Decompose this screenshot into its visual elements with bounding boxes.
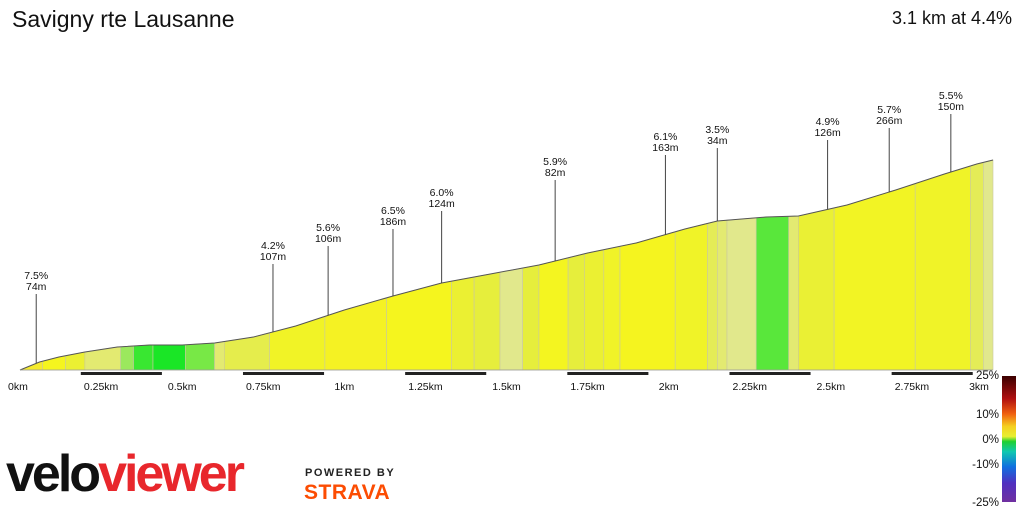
profile-segment	[755, 215, 790, 371]
distance-scale-bar	[729, 372, 811, 375]
annotation-length-label: 34m	[707, 135, 728, 147]
strava-logo: STRAVA	[304, 481, 391, 504]
profile-segment	[567, 253, 585, 371]
logo-viewer-text: viewer	[98, 445, 245, 503]
gradient-scale-bar	[1002, 376, 1016, 502]
x-tick-label: 1.5km	[492, 381, 521, 393]
profile-segment	[788, 215, 799, 371]
distance-axis: 0km 0.25km 0.5km 0.75km 1km 1.25km 1.5km 1.75km…	[8, 372, 989, 393]
x-tick-label: 1.25km	[408, 381, 443, 393]
annotation-gradient-label: 6.0%	[430, 187, 454, 199]
annotation-length-label: 124m	[429, 198, 456, 210]
profile-segment	[84, 346, 121, 371]
profile-segment	[716, 219, 728, 371]
profile-segment	[583, 249, 605, 371]
annotation-length-label: 106m	[315, 233, 342, 245]
profile-segment	[499, 267, 524, 371]
annotation-length-label: 126m	[814, 127, 841, 139]
x-tick-label: 0km	[8, 381, 28, 393]
profile-segment	[185, 342, 215, 371]
x-tick-label: 0.25km	[84, 381, 119, 393]
profile-segment	[674, 223, 708, 371]
profile-segment	[324, 297, 387, 371]
profile-segment	[982, 159, 994, 371]
annotation-gradient-label: 5.9%	[543, 156, 567, 168]
profile-outline-line	[19, 159, 994, 371]
gradient-scale-label: -10%	[972, 459, 999, 471]
annotation-gradient-label: 4.9%	[816, 116, 840, 128]
gradient-annotations: 7.5%74m 4.2%107m 5.6%106m 6.5%186m 6.0%124m 5…	[24, 90, 965, 364]
annotation-length-label: 186m	[380, 216, 407, 228]
distance-scale-bar	[891, 372, 973, 375]
gradient-scale-label: 10%	[976, 409, 999, 421]
x-tick-label: 2km	[659, 381, 679, 393]
profile-segment	[473, 271, 501, 371]
profile-segment	[603, 245, 621, 371]
profile-segment	[133, 344, 154, 371]
veloviewer-logo: veloviewer	[6, 445, 245, 503]
profile-segment	[386, 280, 452, 371]
x-tick-label: 3km	[969, 381, 989, 393]
profile-outline	[19, 159, 994, 371]
annotation-gradient-label: 6.5%	[381, 205, 405, 217]
profile-segment	[269, 315, 326, 371]
profile-segment	[833, 183, 916, 371]
annotation-gradient-label: 6.1%	[653, 131, 677, 143]
gradient-scale-label: 0%	[982, 434, 999, 446]
profile-segment	[214, 341, 225, 371]
annotation-gradient-label: 4.2%	[261, 240, 285, 252]
annotation-gradient-label: 5.7%	[877, 104, 901, 116]
annotation-length-label: 266m	[876, 115, 903, 127]
logo-velo-text: velo	[6, 445, 101, 503]
annotation-length-label: 107m	[260, 251, 287, 263]
powered-by-label: POWERED BY	[305, 467, 396, 479]
annotation-length-label: 82m	[545, 167, 566, 179]
x-tick-label: 2.5km	[817, 381, 846, 393]
gradient-scale-label: -25%	[972, 497, 999, 509]
gradient-colour-scale: 25% 10% 0% -10% -25%	[972, 370, 1016, 509]
x-tick-label: 0.5km	[168, 381, 197, 393]
gradient-scale-label: 25%	[976, 370, 999, 382]
annotation-gradient-label: 3.5%	[705, 124, 729, 136]
profile-segment	[451, 276, 475, 371]
distance-scale-bar	[567, 372, 649, 375]
profile-segment	[152, 344, 186, 371]
gradient-segments	[19, 159, 994, 371]
x-tick-label: 2.75km	[895, 381, 930, 393]
annotation-gradient-label: 5.6%	[316, 222, 340, 234]
annotation-length-label: 150m	[938, 101, 965, 113]
distance-scale-bar	[242, 372, 325, 375]
profile-segment	[969, 162, 984, 371]
profile-segment	[538, 257, 569, 371]
page-title: Savigny rte Lausanne	[12, 6, 235, 32]
x-tick-label: 0.75km	[246, 381, 281, 393]
annotation-gradient-label: 5.5%	[939, 90, 963, 102]
x-tick-label: 1km	[334, 381, 354, 393]
x-tick-label: 1.75km	[570, 381, 605, 393]
profile-segment	[798, 207, 835, 371]
profile-segment	[522, 264, 540, 371]
distance-scale-bar	[405, 372, 487, 375]
profile-segment	[726, 217, 757, 371]
climb-summary: 3.1 km at 4.4%	[891, 8, 1012, 28]
profile-segment	[707, 220, 718, 371]
profile-segment	[914, 165, 971, 371]
x-tick-label: 2.25km	[733, 381, 768, 393]
annotation-length-label: 74m	[26, 281, 47, 293]
annotation-length-label: 163m	[652, 142, 679, 154]
distance-scale-bar	[80, 372, 162, 375]
annotation-gradient-label: 7.5%	[24, 270, 48, 282]
profile-segment	[120, 345, 134, 371]
profile-segment	[619, 231, 676, 371]
